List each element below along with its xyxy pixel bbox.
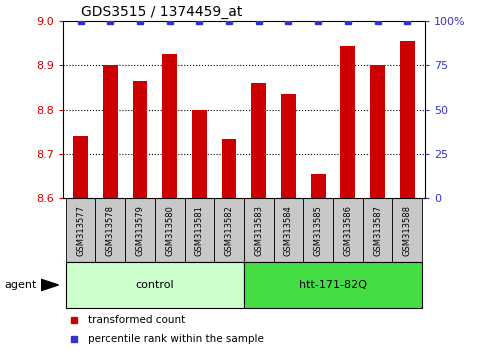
Text: GDS3515 / 1374459_at: GDS3515 / 1374459_at — [81, 5, 242, 19]
Bar — [185, 198, 214, 262]
Text: htt-171-82Q: htt-171-82Q — [299, 280, 367, 290]
Bar — [333, 198, 363, 262]
Bar — [273, 198, 303, 262]
Text: control: control — [136, 280, 174, 290]
Bar — [66, 198, 96, 262]
Bar — [73, 136, 88, 198]
Bar — [214, 198, 244, 262]
Text: GSM313585: GSM313585 — [313, 205, 323, 256]
Text: transformed count: transformed count — [88, 315, 185, 325]
Bar — [341, 46, 355, 198]
Bar — [251, 83, 266, 198]
Bar — [192, 110, 207, 198]
Bar — [155, 198, 185, 262]
Text: GSM313578: GSM313578 — [106, 205, 115, 256]
Bar — [363, 198, 392, 262]
Text: GSM313579: GSM313579 — [136, 205, 144, 256]
Bar — [66, 262, 244, 308]
Bar — [244, 262, 422, 308]
Polygon shape — [41, 279, 58, 291]
Text: GSM313587: GSM313587 — [373, 205, 382, 256]
Bar — [244, 198, 273, 262]
Text: percentile rank within the sample: percentile rank within the sample — [88, 333, 264, 344]
Bar — [392, 198, 422, 262]
Bar — [125, 198, 155, 262]
Text: agent: agent — [5, 280, 37, 290]
Bar — [103, 65, 118, 198]
Bar — [132, 81, 147, 198]
Bar — [281, 94, 296, 198]
Bar — [370, 65, 385, 198]
Bar — [311, 174, 326, 198]
Text: GSM313581: GSM313581 — [195, 205, 204, 256]
Bar — [222, 138, 237, 198]
Text: GSM313580: GSM313580 — [165, 205, 174, 256]
Bar — [303, 198, 333, 262]
Bar — [162, 55, 177, 198]
Text: GSM313583: GSM313583 — [254, 205, 263, 256]
Text: GSM313584: GSM313584 — [284, 205, 293, 256]
Bar — [400, 41, 414, 198]
Text: GSM313582: GSM313582 — [225, 205, 234, 256]
Bar — [96, 198, 125, 262]
Text: GSM313588: GSM313588 — [403, 205, 412, 256]
Text: GSM313577: GSM313577 — [76, 205, 85, 256]
Text: GSM313586: GSM313586 — [343, 205, 352, 256]
